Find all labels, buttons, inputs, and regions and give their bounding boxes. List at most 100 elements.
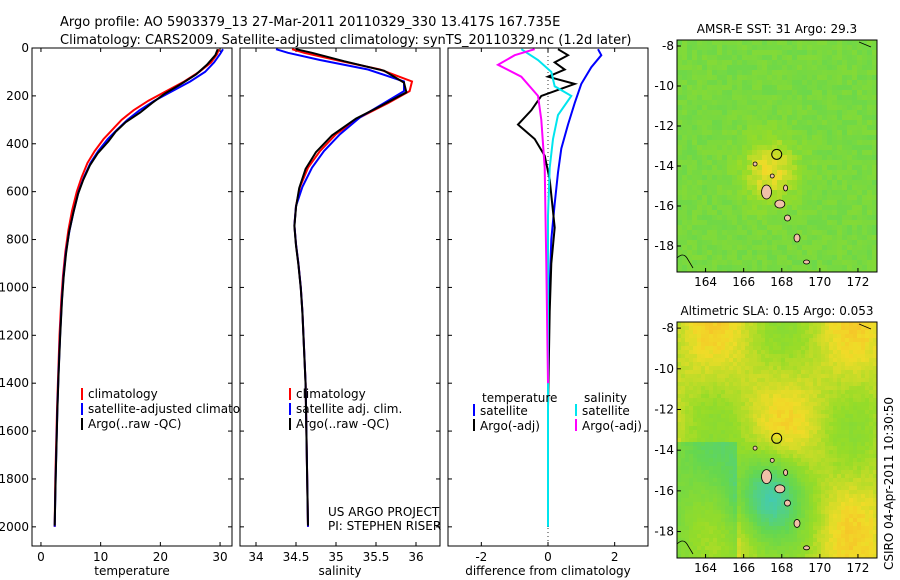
map-field [677, 322, 877, 558]
y-tick-label: -18 [654, 525, 674, 539]
island [774, 199, 786, 209]
legend-label: Argo(-adj) [480, 419, 540, 433]
x-tick-label: 2 [611, 550, 619, 564]
x-axis-label: temperature [94, 564, 169, 578]
island [784, 214, 791, 222]
legend-heading: temperature [482, 391, 557, 405]
legend-label: satellite [480, 404, 528, 418]
coastline [858, 323, 872, 330]
island [769, 457, 775, 463]
y-tick-label: -12 [654, 402, 674, 416]
sst-map-panel: AMSR-E SST: 31 Argo: 29.3 164 166 168 170 172… [654, 22, 878, 289]
island [784, 499, 791, 507]
plot-frame [239, 47, 441, 547]
argo-location-marker [771, 148, 783, 160]
y-tick-label: 2000 [0, 520, 29, 534]
y-tick-label: -16 [654, 199, 674, 213]
legend-label: Argo(..raw -QC) [296, 417, 389, 431]
series-line [293, 48, 408, 526]
y-tick-label: -16 [654, 484, 674, 498]
series-group [275, 48, 414, 527]
y-tick-label: 0 [21, 41, 29, 55]
island [761, 184, 772, 200]
x-axis-label: salinity [318, 564, 361, 578]
x-tick-label: 35 [328, 550, 343, 564]
island [752, 445, 758, 451]
legend-label: Argo(..raw -QC) [88, 417, 181, 431]
x-tick-label: 172 [846, 275, 869, 289]
map-field [677, 40, 877, 272]
x-tick-label: 164 [694, 275, 717, 289]
y-tick-label: 1200 [0, 328, 29, 342]
island [803, 545, 810, 551]
x-tick-label: 166 [732, 275, 755, 289]
y-tick-label: -14 [654, 159, 674, 173]
x-tick-label: -2 [475, 550, 487, 564]
project-annotation: PI: STEPHEN RISER [328, 519, 441, 533]
x-tick-label: 164 [694, 561, 717, 575]
y-tick-label: -8 [662, 321, 674, 335]
island [793, 519, 801, 528]
series-line [53, 48, 219, 526]
x-tick-label: 166 [732, 561, 755, 575]
temperature-profile-panel: 0 10 20 30 0 200 400 600 800 1000 1200 1400 1600 1800… [0, 41, 266, 578]
y-tick-label: -10 [654, 79, 674, 93]
legend-label: climatology [88, 387, 158, 401]
project-annotation: US ARGO PROJECT [328, 505, 440, 519]
legend-heading: salinity [584, 391, 627, 405]
coastline [677, 254, 694, 269]
y-tick-label: 1000 [0, 280, 29, 294]
legend-label: satellite adj. clim. [296, 402, 402, 416]
island [783, 469, 788, 476]
x-tick-label: 10 [93, 550, 108, 564]
x-tick-label: 0 [37, 550, 45, 564]
y-tick-label: -10 [654, 362, 674, 376]
y-tick-label: 1600 [0, 424, 29, 438]
x-axis-label: difference from climatology [465, 564, 631, 578]
x-tick-label: 170 [808, 561, 831, 575]
island [769, 173, 775, 179]
island [752, 161, 758, 167]
series-group [495, 48, 603, 527]
x-tick-label: 168 [770, 561, 793, 575]
y-tick-label: -12 [654, 119, 674, 133]
plot-frame [31, 47, 233, 547]
y-tick-label: 800 [6, 233, 29, 247]
map-frame [676, 39, 878, 273]
island [793, 233, 801, 243]
legend-label: Argo(-adj) [582, 419, 642, 433]
x-tick-label: 168 [770, 275, 793, 289]
series-line [520, 48, 573, 527]
series-line [516, 48, 579, 527]
sla-map-panel: Altimetric SLA: 0.15 Argo: 0.053 164 166 16… [654, 304, 878, 575]
map-title: Altimetric SLA: 0.15 Argo: 0.053 [680, 304, 873, 318]
salinity-profile-panel: 34 34.5 35 35.5 36 salinity climatologysatelli… [239, 47, 441, 578]
map-frame [676, 321, 878, 559]
island [803, 259, 810, 265]
island [761, 469, 772, 485]
y-tick-label: -14 [654, 443, 674, 457]
legend-label: satellite-adjusted climatology [88, 402, 266, 416]
x-tick-label: 170 [808, 275, 831, 289]
coastline [677, 540, 694, 555]
x-tick-label: 172 [846, 561, 869, 575]
x-tick-label: 20 [153, 550, 168, 564]
legend-label: climatology [296, 387, 366, 401]
x-tick-label: 30 [212, 550, 227, 564]
y-tick-label: 1800 [0, 472, 29, 486]
series-line [495, 48, 549, 384]
x-tick-label: 34 [248, 550, 263, 564]
y-tick-label: 200 [6, 89, 29, 103]
legend-label: satellite [582, 404, 630, 418]
y-tick-label: 400 [6, 137, 29, 151]
side-credit: CSIRO 04-Apr-2011 10:30:50 [882, 397, 896, 570]
series-group [53, 48, 224, 527]
x-tick-label: 36 [408, 550, 423, 564]
coastline [858, 41, 872, 48]
header-line-1: Argo profile: AO 5903379_13 27-Mar-2011 … [60, 15, 560, 30]
y-tick-label: -8 [662, 39, 674, 53]
x-tick-label: 35.5 [363, 550, 390, 564]
y-tick-label: -18 [654, 239, 674, 253]
